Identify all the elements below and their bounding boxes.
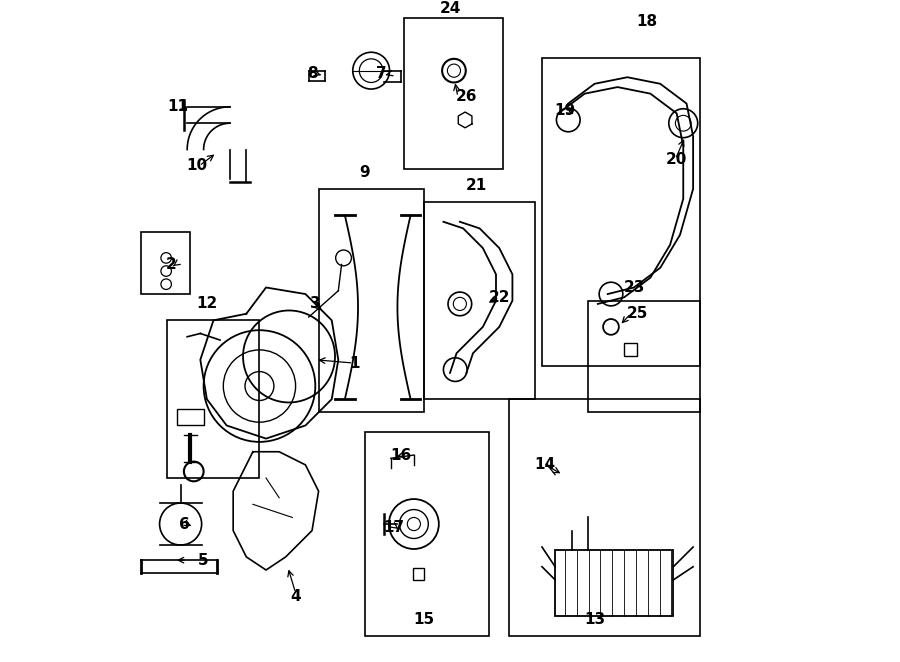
Text: 10: 10 (186, 158, 208, 173)
Bar (542, 58, 699, 366)
Text: 5: 5 (198, 553, 209, 567)
Text: 20: 20 (666, 152, 688, 167)
Text: 19: 19 (554, 103, 575, 118)
Text: 6: 6 (178, 516, 189, 532)
Bar (624, 344, 637, 356)
Text: 16: 16 (390, 448, 411, 463)
Bar (555, 550, 673, 616)
Bar (412, 568, 425, 580)
Text: 14: 14 (535, 457, 556, 473)
Text: 12: 12 (196, 297, 218, 311)
Text: 11: 11 (166, 99, 188, 115)
Bar (424, 202, 536, 399)
Bar (509, 399, 699, 636)
Text: 1: 1 (349, 355, 360, 371)
Bar (141, 232, 191, 294)
Text: 2: 2 (166, 257, 176, 272)
Bar (167, 320, 259, 478)
Text: 21: 21 (465, 178, 487, 193)
Bar (404, 18, 502, 169)
Text: 3: 3 (310, 297, 320, 311)
Text: 23: 23 (624, 280, 644, 295)
Text: 7: 7 (375, 66, 386, 81)
Text: 18: 18 (636, 14, 658, 29)
Bar (364, 432, 490, 636)
Text: 17: 17 (383, 520, 405, 535)
Text: 26: 26 (455, 89, 477, 105)
Text: 9: 9 (359, 165, 370, 180)
Text: 25: 25 (626, 307, 648, 321)
Text: 15: 15 (413, 612, 435, 627)
Text: 24: 24 (439, 1, 461, 16)
Text: 13: 13 (584, 612, 605, 627)
Bar (177, 409, 203, 426)
Text: 4: 4 (291, 589, 301, 604)
Bar (319, 189, 424, 412)
Text: 22: 22 (489, 290, 510, 305)
Text: 8: 8 (307, 66, 318, 81)
Bar (588, 301, 699, 412)
